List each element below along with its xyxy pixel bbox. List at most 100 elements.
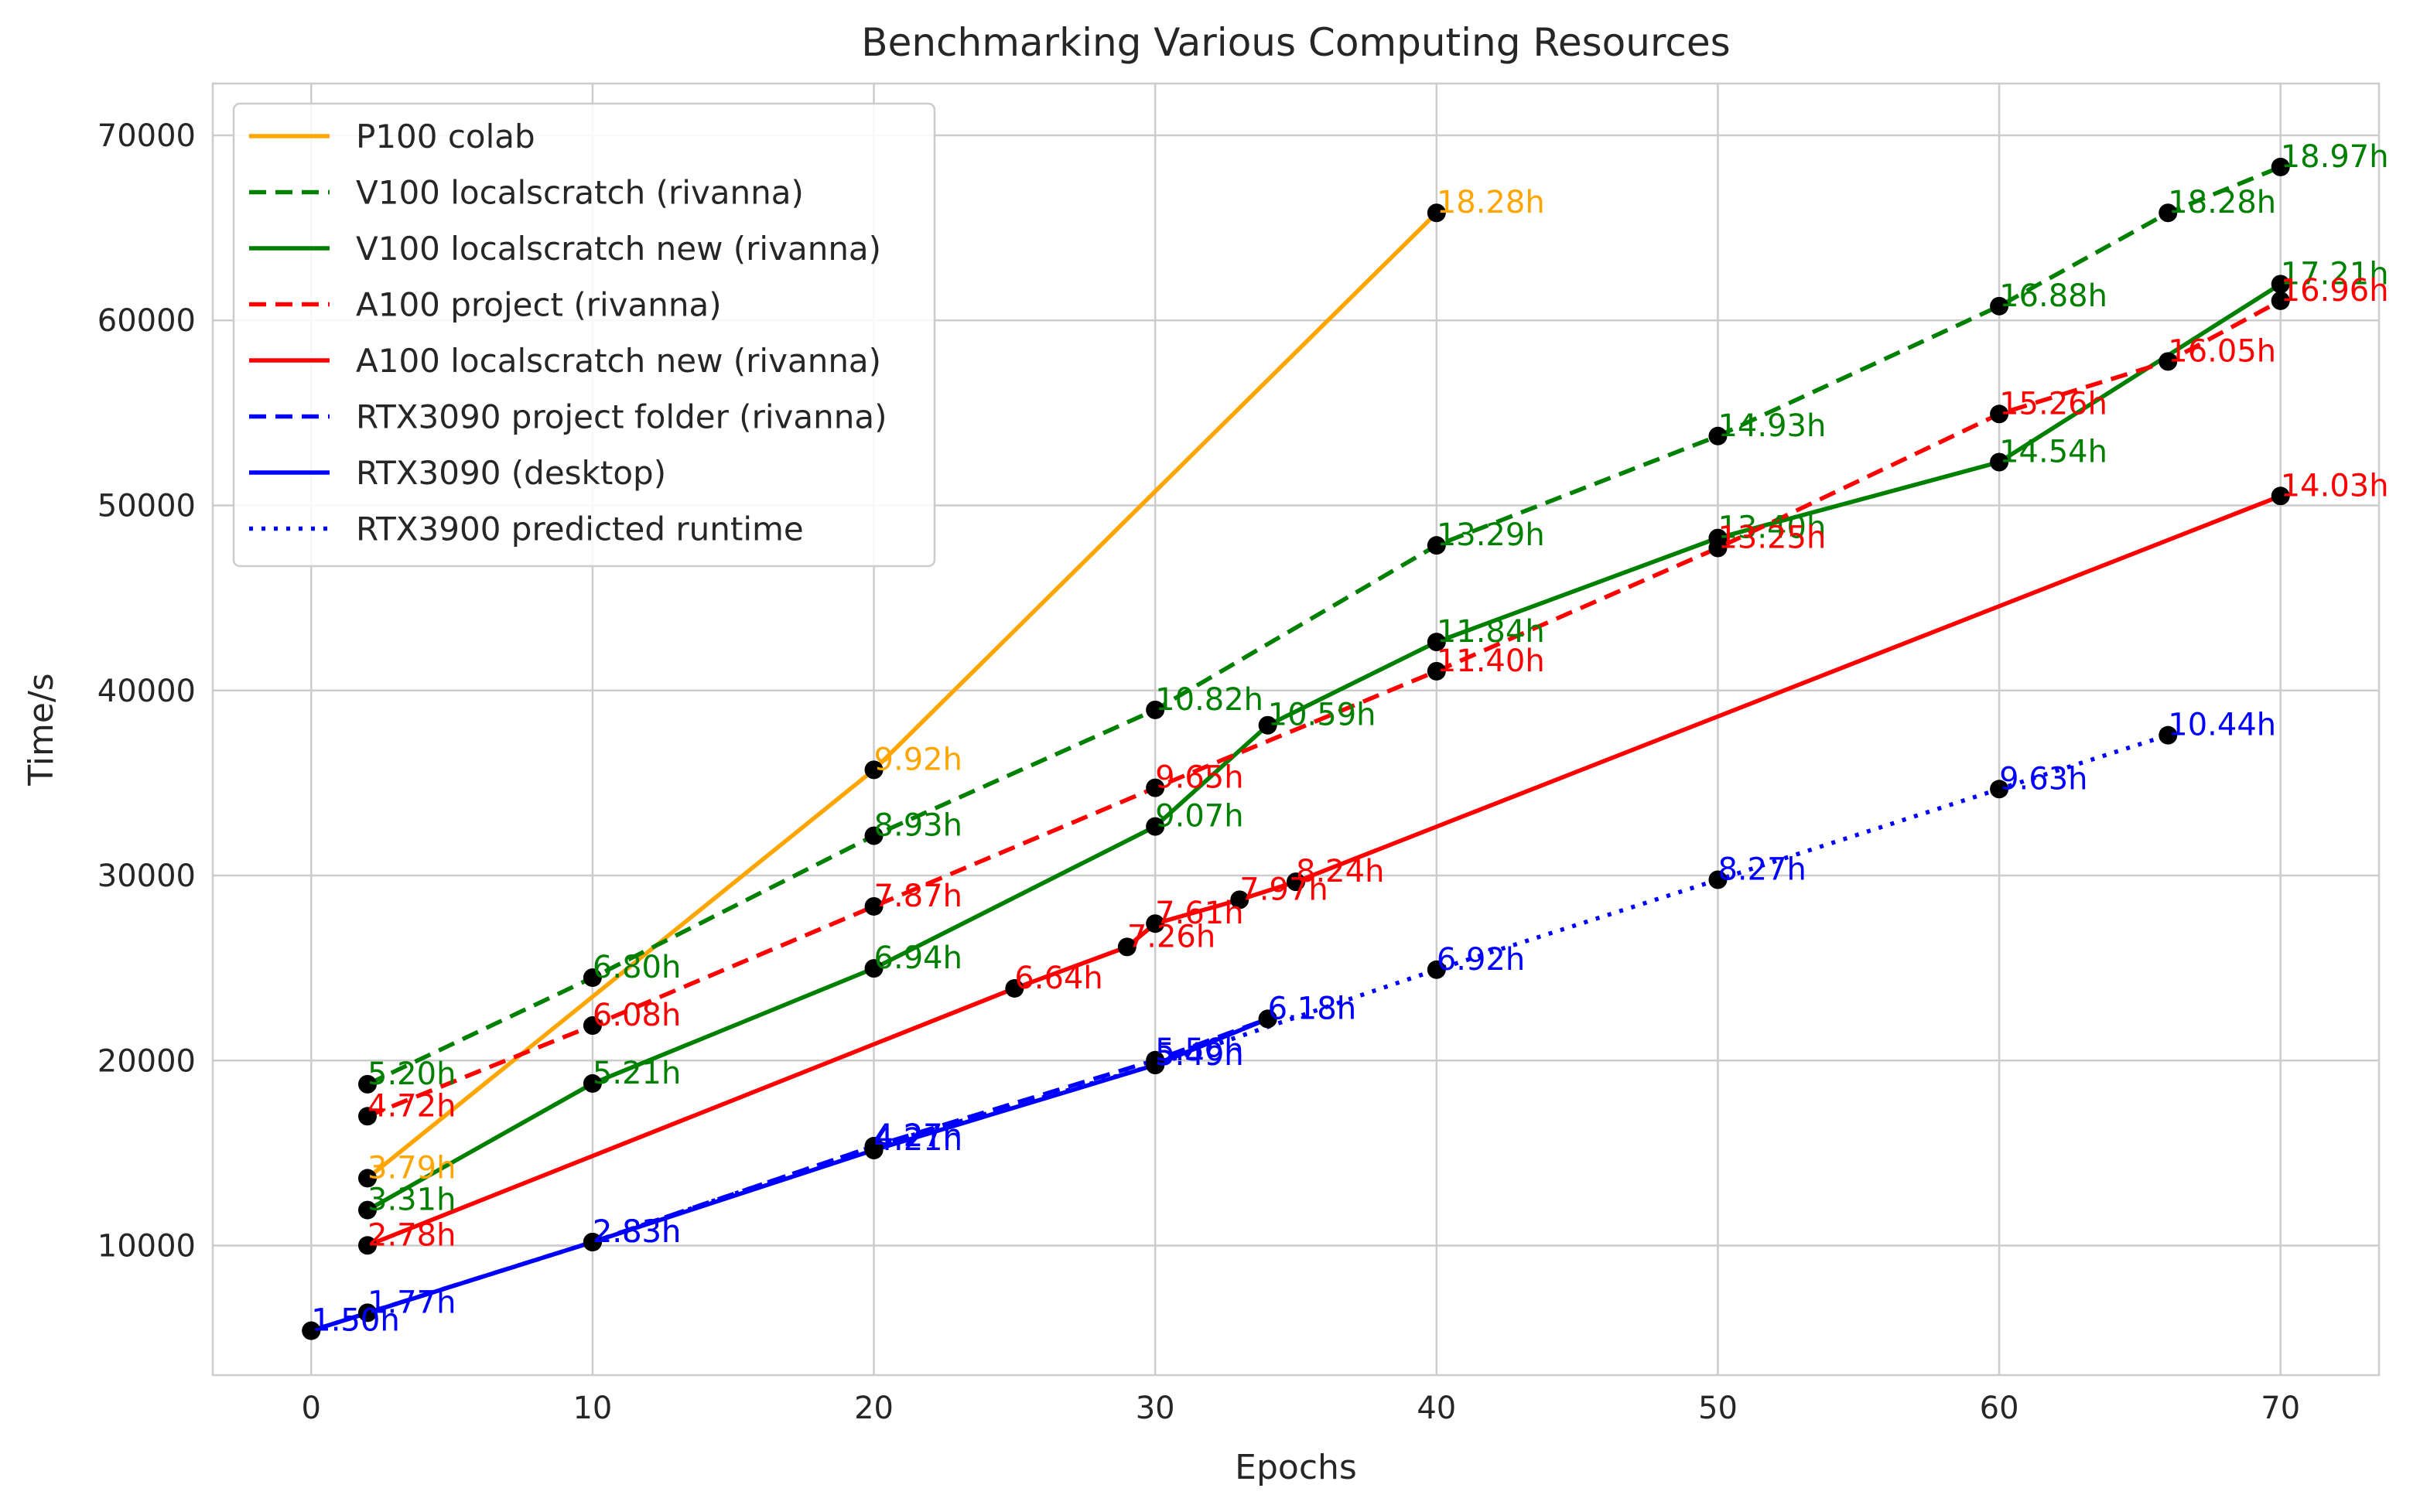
legend-box [232,102,936,568]
data-label: 6.18h [1268,991,1356,1026]
data-label: 14.54h [1999,435,2107,470]
data-point [1708,426,1728,445]
data-label: 14.03h [2281,468,2389,503]
x-tick-label: 30 [1136,1391,1175,1426]
data-label: 6.94h [874,940,962,976]
data-labels: 3.79h 9.92h 18.28h 5.20h 6.80h 8.93h 10.82h 13.… [311,139,2388,1339]
data-point [1708,538,1728,558]
data-point [1427,661,1446,681]
data-label: 5.20h [367,1056,456,1092]
data-point [1708,870,1728,889]
data-point [1146,1056,1165,1075]
data-label: 1.50h [311,1303,399,1339]
data-label: 13.29h [1437,517,1545,553]
data-label: 5.21h [593,1056,681,1091]
legend-label: A100 project (rivanna) [356,286,722,324]
data-point [1146,817,1165,836]
legend: P100 colab V100 localscratch (rivanna) V10… [232,102,936,568]
data-point [2159,352,2178,371]
data-label: 16.96h [2281,273,2389,309]
legend-label: V100 localscratch (rivanna) [356,174,804,212]
data-label: 2.83h [593,1214,681,1250]
y-tick-label: 30000 [97,858,196,894]
data-label: 8.24h [1296,854,1384,889]
data-label: 1.77h [367,1285,456,1320]
data-point [864,826,884,845]
legend-label: A100 localscratch new (rivanna) [356,342,881,380]
data-label: 11.40h [1437,643,1545,679]
plot-frame [211,82,2381,1377]
x-tick-label: 70 [2261,1391,2300,1426]
data-label: 16.05h [2168,333,2276,369]
x-tick-labels: 0 10 20 30 40 50 60 70 [302,1391,2301,1426]
data-label: 13.25h [1718,520,1826,556]
data-label: 9.07h [1155,799,1243,835]
data-label: 6.64h [1014,961,1102,996]
data-point [864,760,884,780]
data-point [1258,1009,1277,1029]
data-label: 9.63h [1999,761,2087,797]
data-point [1990,296,2009,316]
data-label: 13.40h [1718,510,1826,546]
data-label: 16.88h [1999,278,2107,314]
data-label: 11.84h [1437,614,1545,650]
legend-label: RTX3090 project folder (rivanna) [356,398,887,436]
y-tick-label: 20000 [97,1043,196,1079]
legend-label: V100 localscratch new (rivanna) [356,230,881,268]
data-label: 6.80h [593,950,681,985]
data-label: 7.97h [1239,872,1328,907]
data-label: 17.21h [2281,256,2389,292]
data-point [358,1236,377,1255]
data-label: 5.56h [1155,1032,1243,1068]
data-label: 7.61h [1155,896,1243,931]
data-point [1258,715,1277,735]
data-label: 18.97h [2281,139,2389,175]
data-label: 2.83h [593,1214,681,1250]
data-point [1427,633,1446,652]
data-point [583,1016,602,1036]
chart-title: Benchmarking Various Computing Resources [861,20,1730,65]
x-tick-label: 10 [573,1391,612,1426]
data-point [358,1169,377,1188]
data-point [358,1107,377,1126]
data-point [1146,700,1165,719]
data-point [864,959,884,978]
data-markers [302,157,2290,1340]
data-point [2159,203,2178,223]
data-label: 5.49h [1155,1037,1243,1073]
data-point [2271,275,2290,294]
data-point [1117,937,1137,957]
y-tick-label: 10000 [97,1229,196,1265]
data-point [583,968,602,988]
data-label: 10.82h [1155,682,1263,718]
y-tick-label: 70000 [97,118,196,154]
legend-label: RTX3900 predicted runtime [356,510,804,548]
legend-label: RTX3090 (desktop) [356,454,666,492]
data-point [583,1073,602,1093]
data-label: 4.27h [874,1118,962,1154]
y-tick-labels: 10000 20000 30000 40000 50000 60000 70000 [97,118,196,1265]
series-line-rtx3900-predicted-runtime [310,733,2169,1333]
data-label: 3.79h [367,1150,456,1186]
data-point [1990,404,2009,424]
data-label: 4.21h [874,1122,962,1158]
data-point [864,896,884,916]
data-label: 3.31h [367,1183,456,1218]
x-axis-title: Epochs [1235,1448,1357,1487]
y-tick-label: 40000 [97,674,196,709]
data-point [2271,291,2290,310]
data-point [302,1321,321,1340]
x-tick-label: 0 [302,1391,321,1426]
data-label: 6.08h [593,998,681,1033]
data-label: 6.18h [1268,991,1356,1026]
data-point [1990,452,2009,472]
data-label: 10.44h [2168,708,2276,743]
data-point [1230,890,1249,910]
x-tick-label: 60 [1980,1391,2019,1426]
data-label: 10.59h [1268,698,1376,733]
data-label: 1.50h [311,1303,399,1339]
data-point [864,1137,884,1156]
data-label: 4.27h [874,1118,962,1154]
data-label: 5.49h [1155,1037,1243,1073]
